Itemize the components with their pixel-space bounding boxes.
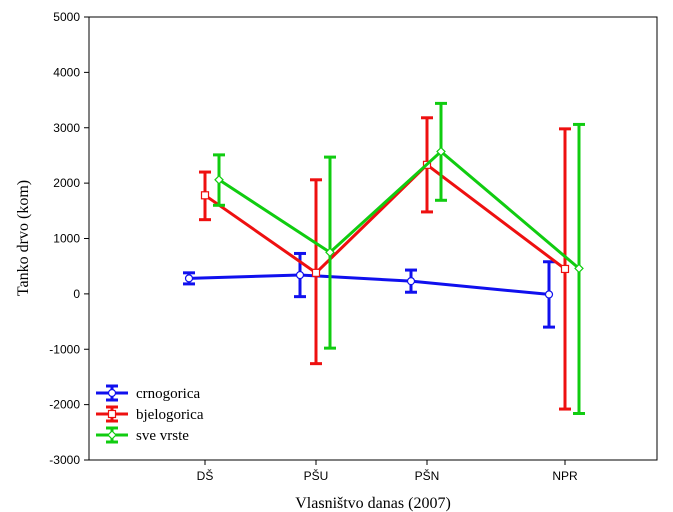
data-point [325, 247, 335, 258]
y-tick-label: 1000 [53, 232, 80, 246]
series-crnogorica [183, 251, 555, 329]
series-sve-vrste [213, 101, 585, 415]
data-point [295, 270, 305, 280]
x-tick-label: PŠU [304, 468, 329, 483]
data-point [560, 264, 570, 274]
series-line [188, 273, 550, 296]
legend-item: crnogorica [96, 384, 200, 402]
legend-label: bjelogorica [136, 407, 204, 423]
series-line [218, 149, 580, 270]
x-axis-ticks: DŠ PŠU PŠN NPR [197, 460, 578, 483]
x-tick-label: NPR [552, 469, 578, 483]
data-point [436, 146, 446, 157]
data-point [200, 191, 210, 200]
legend-marker [107, 388, 117, 398]
series-line [204, 162, 566, 275]
data-point [184, 274, 194, 283]
y-tick-label: -1000 [49, 342, 80, 356]
legend-label: sve vrste [136, 428, 189, 444]
legend-item: sve vrste [96, 426, 189, 444]
legend-label: crnogorica [136, 386, 200, 402]
y-axis-title: Tanko drvo (kom) [15, 180, 32, 296]
y-tick-label: 3000 [53, 121, 80, 135]
x-axis-title: Vlasništvo danas (2007) [295, 495, 451, 512]
y-tick-label: 0 [73, 287, 80, 301]
data-point [544, 290, 554, 299]
legend-marker [107, 430, 117, 440]
y-tick-label: -2000 [49, 398, 80, 412]
data-point [574, 263, 584, 274]
x-tick-label: PŠN [415, 468, 440, 483]
legend-marker [107, 409, 117, 419]
data-point [214, 174, 224, 185]
y-tick-label: 2000 [53, 176, 80, 190]
y-tick-label: -3000 [49, 453, 80, 467]
data-point [406, 277, 416, 286]
data-point [311, 268, 321, 277]
series-layer [183, 101, 585, 415]
y-tick-label: 5000 [53, 10, 80, 24]
x-tick-label: DŠ [197, 468, 214, 483]
legend: crnogorica bjelogorica sve vrste [96, 384, 204, 444]
plot-area [88, 16, 658, 461]
legend-item: bjelogorica [96, 405, 204, 423]
y-tick-label: 4000 [53, 65, 80, 79]
series-bjelogorica [199, 116, 571, 411]
y-axis-ticks: 5000 4000 3000 2000 1000 0 -1000 -2000 -3000 [49, 10, 89, 467]
